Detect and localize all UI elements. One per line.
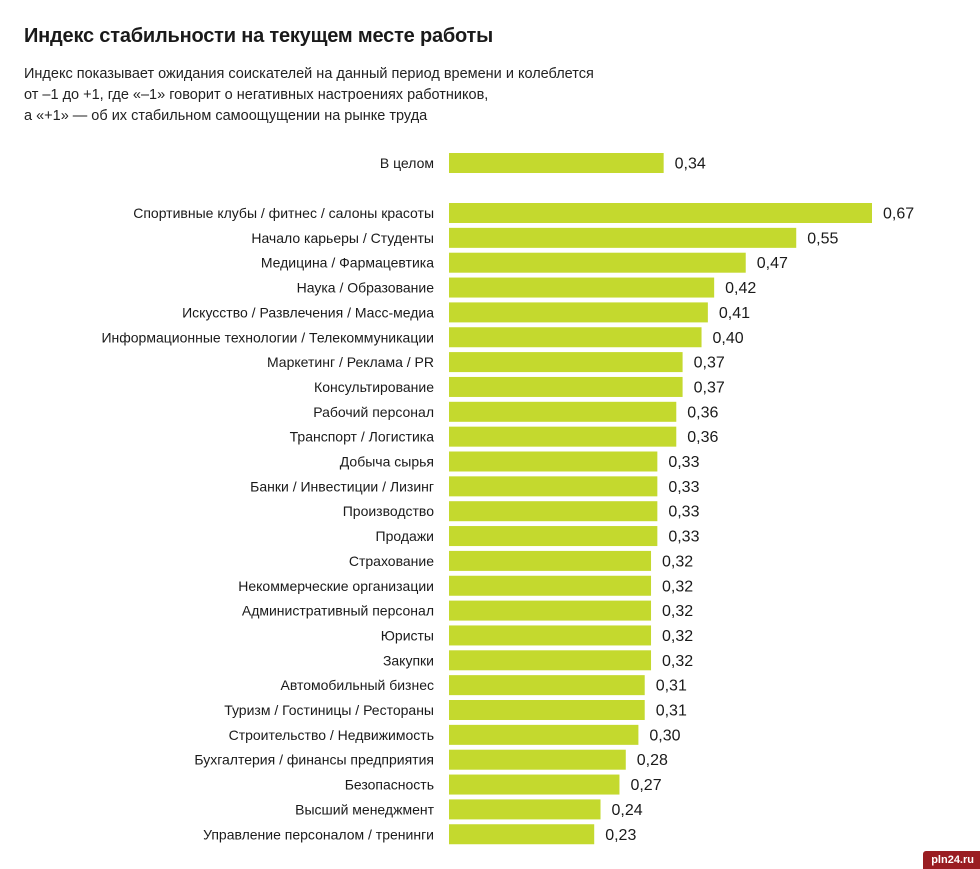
value-label: 0,32: [662, 653, 693, 670]
value-label: 0,32: [662, 553, 693, 570]
category-label: Наука / Образование: [297, 280, 435, 296]
value-label: 0,37: [694, 379, 725, 396]
value-label: 0,34: [675, 156, 706, 173]
subtitle-line: Индекс показывает ожидания соискателей н…: [24, 66, 594, 82]
value-label: 0,32: [662, 603, 693, 620]
category-label: Добыча сырья: [340, 454, 434, 470]
bar: [449, 501, 658, 522]
category-label: Юристы: [381, 627, 434, 643]
category-label: В целом: [380, 155, 434, 171]
value-label: 0,27: [630, 777, 661, 794]
category-label: Страхование: [349, 553, 434, 569]
category-label: Высший менеджмент: [295, 801, 434, 817]
bar: [449, 352, 683, 373]
value-label: 0,32: [662, 578, 693, 595]
bar: [449, 799, 601, 820]
bar: [449, 700, 645, 720]
bar: [449, 749, 626, 770]
bar: [449, 426, 677, 447]
bar: [449, 277, 715, 298]
category-label: Закупки: [383, 652, 434, 668]
bar: [449, 600, 652, 621]
bar: [449, 650, 652, 671]
bar: [449, 252, 746, 273]
bar: [449, 476, 658, 497]
chart-title: Индекс стабильности на текущем месте раб…: [24, 25, 494, 47]
category-label: Информационные технологии / Телекоммуник…: [101, 329, 434, 345]
value-label: 0,23: [605, 827, 636, 844]
bar: [449, 724, 639, 745]
bar: [449, 575, 652, 596]
category-label: Искусство / Развлечения / Масс-медиа: [182, 304, 434, 320]
value-label: 0,42: [725, 280, 756, 297]
bar: [449, 227, 797, 248]
value-label: 0,40: [713, 330, 744, 347]
category-label: Начало карьеры / Студенты: [251, 230, 434, 246]
category-label: Маркетинг / Реклама / PR: [267, 354, 434, 370]
value-label: 0,30: [649, 727, 680, 744]
category-label: Рабочий персонал: [313, 404, 434, 420]
chart-subtitle: Индекс показывает ожидания соискателей н…: [24, 64, 724, 127]
bar: [449, 327, 702, 348]
value-label: 0,67: [883, 206, 914, 223]
bar: [449, 824, 595, 845]
value-label: 0,36: [687, 404, 718, 421]
subtitle-line: а «+1» — об их стабильном самоощущении н…: [24, 108, 428, 124]
subtitle-line: от –1 до +1, где «–1» говорит о негативн…: [24, 87, 489, 103]
value-label: 0,31: [656, 678, 687, 695]
category-label: Автомобильный бизнес: [280, 677, 434, 693]
bar: [449, 451, 658, 472]
bar: [449, 302, 708, 323]
site-watermark[interactable]: pln24.ru: [923, 851, 980, 869]
category-label: Административный персонал: [242, 603, 434, 619]
value-label: 0,33: [668, 504, 699, 521]
value-label: 0,28: [637, 752, 668, 769]
value-label: 0,36: [687, 429, 718, 446]
value-label: 0,55: [807, 230, 838, 247]
bar: [449, 625, 652, 646]
category-label: Продажи: [376, 528, 434, 544]
value-label: 0,33: [668, 529, 699, 546]
bar: [449, 376, 683, 397]
category-label: Спортивные клубы / фитнес / салоны красо…: [133, 205, 434, 221]
value-label: 0,47: [757, 255, 788, 272]
value-label: 0,33: [668, 454, 699, 471]
bar: [449, 526, 658, 547]
value-label: 0,37: [694, 355, 725, 372]
category-label: Безопасность: [345, 777, 434, 793]
category-label: Банки / Инвестиции / Лизинг: [250, 478, 434, 494]
bar: [449, 401, 677, 422]
category-label: Транспорт / Логистика: [290, 429, 435, 445]
category-label: Управление персоналом / тренинги: [203, 826, 434, 842]
category-label: Строительство / Недвижимость: [229, 727, 434, 743]
bar: [449, 675, 645, 696]
value-label: 0,33: [668, 479, 699, 496]
category-label: Консультирование: [314, 379, 434, 395]
category-label: Медицина / Фармацевтика: [261, 255, 434, 271]
bar: [449, 550, 652, 571]
value-label: 0,24: [612, 802, 643, 819]
value-label: 0,41: [719, 305, 750, 322]
bar: [449, 774, 620, 795]
category-label: Бухгалтерия / финансы предприятия: [194, 752, 434, 768]
bar: [449, 153, 664, 173]
category-label: Некоммерческие организации: [238, 578, 434, 594]
bar: [449, 203, 872, 223]
category-label: Туризм / Гостиницы / Рестораны: [224, 702, 434, 718]
value-label: 0,31: [656, 703, 687, 720]
value-label: 0,32: [662, 628, 693, 645]
category-label: Производство: [343, 503, 434, 519]
